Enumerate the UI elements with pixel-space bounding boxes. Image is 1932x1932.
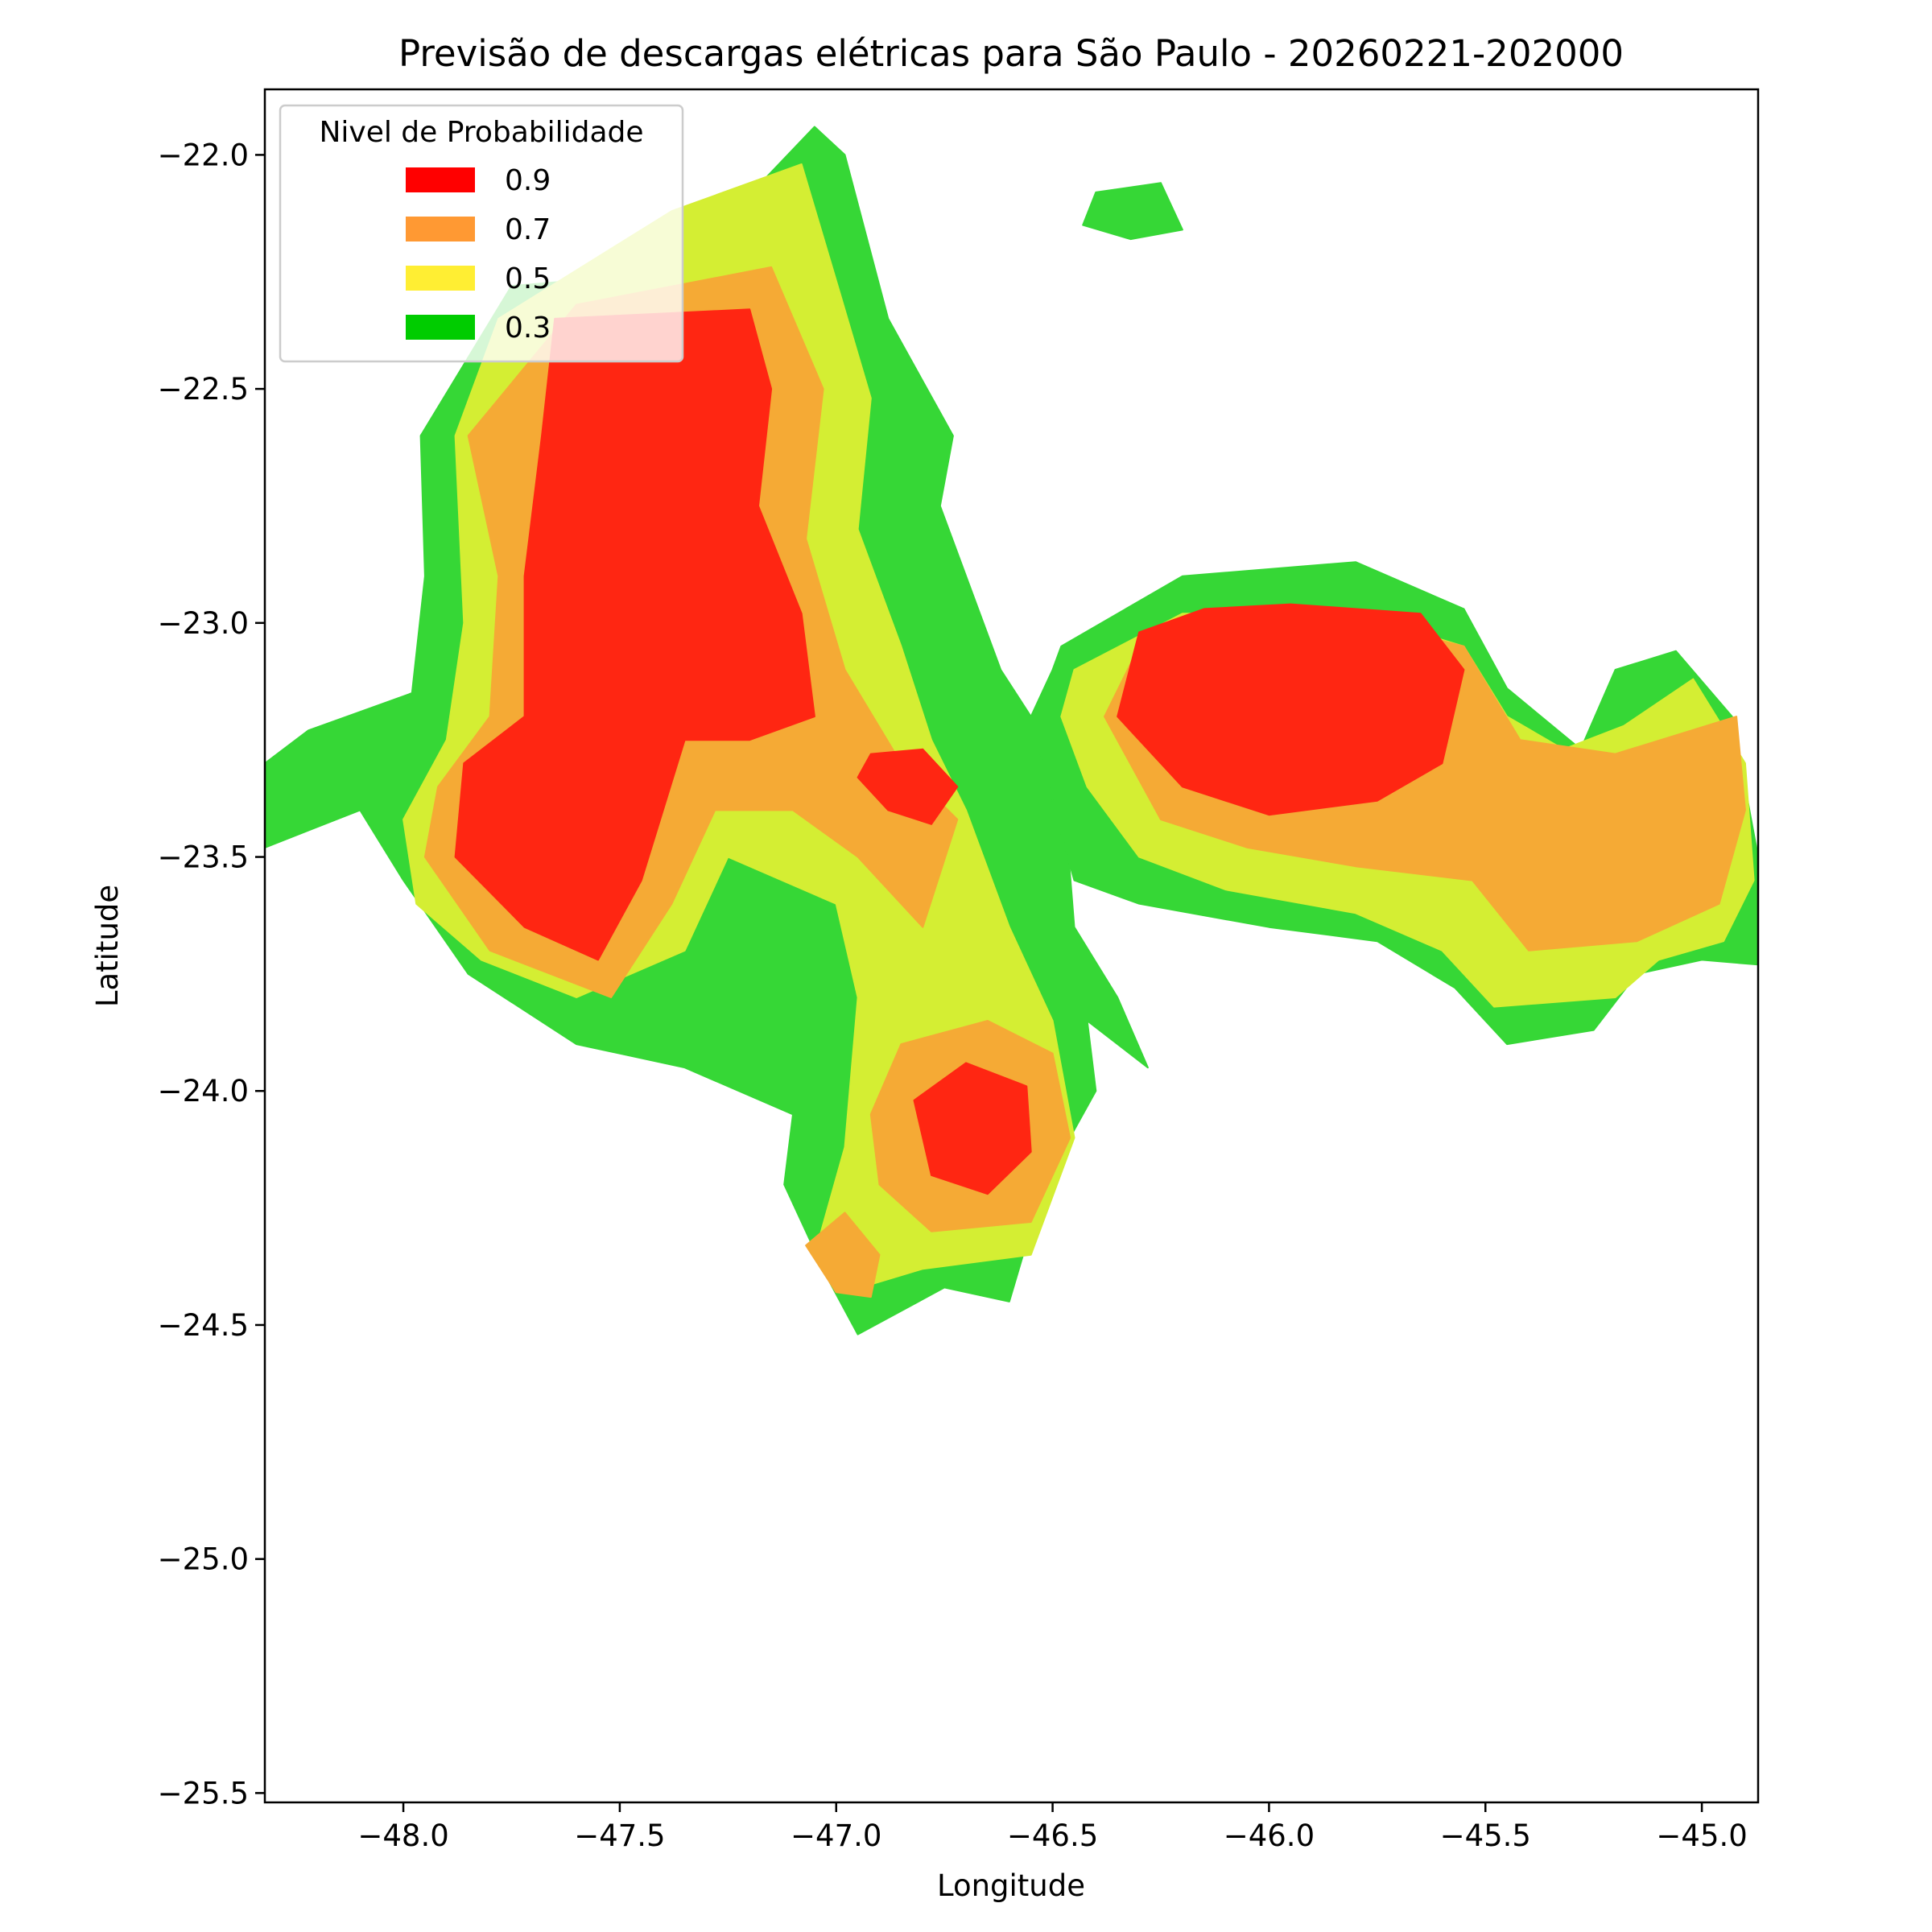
legend-swatch [406, 266, 475, 291]
legend-swatch [406, 315, 475, 340]
contour-region-03-2 [1082, 182, 1183, 241]
y-tick-label: −23.0 [158, 606, 249, 641]
x-tick-label: −46.5 [1007, 1818, 1098, 1853]
x-tick-label: −48.0 [357, 1818, 448, 1853]
y-tick-label: −23.5 [158, 840, 249, 875]
legend: Nivel de Probabilidade 0.9 0.7 0.5 0.3 [279, 104, 684, 363]
x-tick-label: −45.0 [1656, 1818, 1747, 1853]
plot-frame [263, 88, 1760, 1804]
contour-region-07-2 [805, 1212, 881, 1298]
legend-title: Nivel de Probabilidade [319, 116, 643, 149]
y-axis: −22.0 −22.5 −23.0 −23.5 −24.0 −24.5 −25.0 −25.5 [158, 138, 265, 1810]
y-tick-label: −24.0 [158, 1074, 249, 1108]
y-tick-label: −22.5 [158, 372, 249, 407]
contour-region-09-3 [1117, 603, 1465, 816]
y-tick-label: −25.5 [158, 1776, 249, 1810]
x-axis: −48.0 −47.5 −47.0 −46.5 −46.0 −45.5 −45.0 [357, 1802, 1748, 1853]
legend-swatch [406, 217, 475, 242]
legend-label: 0.5 [505, 262, 551, 295]
contour-region-09-0 [454, 308, 815, 961]
x-axis-label: Longitude [937, 1868, 1085, 1903]
contour-region-09-1 [857, 748, 959, 825]
x-tick-label: −47.0 [791, 1818, 881, 1853]
y-axis-label: Latitude [90, 885, 125, 1007]
y-tick-label: −22.0 [158, 138, 249, 172]
x-tick-label: −45.5 [1440, 1818, 1531, 1853]
x-tick-label: −47.5 [574, 1818, 665, 1853]
x-tick-label: −46.0 [1224, 1818, 1315, 1853]
legend-box [279, 104, 684, 363]
legend-swatch [406, 167, 475, 192]
y-tick-label: −24.5 [158, 1308, 249, 1343]
y-tick-label: −25.0 [158, 1542, 249, 1577]
legend-label: 0.7 [505, 213, 551, 246]
legend-label: 0.9 [505, 164, 551, 197]
chart-title: Previsão de descargas elétricas para São… [398, 32, 1624, 75]
plot-area [265, 126, 1758, 1335]
contour-region-09-2 [913, 1062, 1032, 1195]
legend-label: 0.3 [505, 312, 551, 345]
